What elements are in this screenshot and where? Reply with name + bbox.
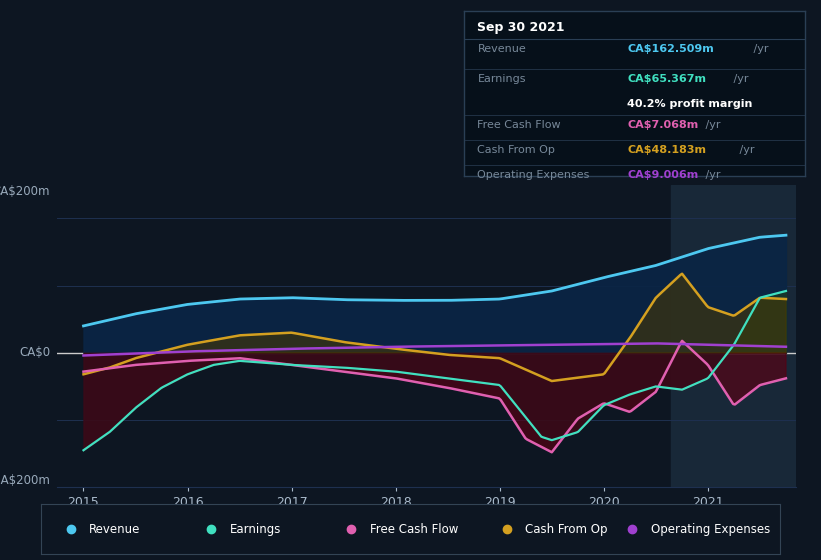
Text: Operating Expenses: Operating Expenses	[478, 170, 589, 180]
Text: Free Cash Flow: Free Cash Flow	[478, 120, 561, 130]
Text: CA$65.367m: CA$65.367m	[627, 74, 706, 84]
Text: Cash From Op: Cash From Op	[478, 145, 555, 155]
Text: /yr: /yr	[702, 120, 721, 130]
Text: CA$200m: CA$200m	[0, 185, 50, 198]
Text: CA$7.068m: CA$7.068m	[627, 120, 699, 130]
Text: CA$0: CA$0	[19, 347, 50, 360]
Text: 40.2% profit margin: 40.2% profit margin	[627, 99, 753, 109]
Text: Operating Expenses: Operating Expenses	[651, 522, 770, 536]
Text: Earnings: Earnings	[478, 74, 526, 84]
Text: Revenue: Revenue	[89, 522, 140, 536]
Text: -CA$200m: -CA$200m	[0, 474, 50, 487]
Text: /yr: /yr	[736, 145, 755, 155]
Text: CA$162.509m: CA$162.509m	[627, 44, 714, 54]
Text: Free Cash Flow: Free Cash Flow	[370, 522, 458, 536]
Text: /yr: /yr	[730, 74, 748, 84]
Text: Cash From Op: Cash From Op	[525, 522, 608, 536]
Text: Revenue: Revenue	[478, 44, 526, 54]
Text: Earnings: Earnings	[230, 522, 281, 536]
Bar	[672, 185, 796, 487]
Text: /yr: /yr	[750, 44, 768, 54]
Text: CA$9.006m: CA$9.006m	[627, 170, 699, 180]
Text: /yr: /yr	[702, 170, 721, 180]
Text: CA$48.183m: CA$48.183m	[627, 145, 706, 155]
Text: Sep 30 2021: Sep 30 2021	[478, 21, 565, 34]
